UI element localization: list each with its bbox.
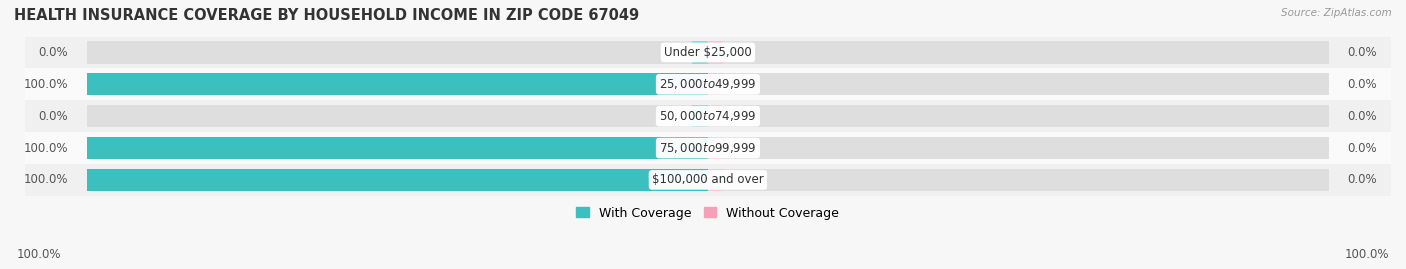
Bar	[707, 73, 1329, 95]
Bar	[707, 169, 724, 191]
Text: 0.0%: 0.0%	[39, 110, 69, 123]
Text: 100.0%: 100.0%	[24, 141, 69, 155]
Bar	[25, 37, 1391, 68]
Bar	[707, 41, 1329, 63]
Text: 100.0%: 100.0%	[24, 174, 69, 186]
Bar	[87, 73, 707, 95]
Text: 100.0%: 100.0%	[24, 78, 69, 91]
Text: 100.0%: 100.0%	[17, 248, 62, 261]
Bar	[707, 105, 724, 127]
Bar	[707, 41, 724, 63]
Bar	[707, 73, 724, 95]
Bar	[25, 68, 1391, 100]
Bar	[25, 164, 1391, 196]
Text: 0.0%: 0.0%	[1347, 141, 1376, 155]
Bar	[25, 132, 1391, 164]
Bar	[707, 105, 1329, 127]
Bar	[87, 137, 707, 159]
Bar	[692, 105, 707, 127]
Text: 0.0%: 0.0%	[39, 46, 69, 59]
Bar	[25, 100, 1391, 132]
Bar	[707, 137, 724, 159]
Text: $100,000 and over: $100,000 and over	[652, 174, 763, 186]
Bar	[87, 137, 707, 159]
Text: $50,000 to $74,999: $50,000 to $74,999	[659, 109, 756, 123]
Legend: With Coverage, Without Coverage: With Coverage, Without Coverage	[571, 202, 845, 225]
Bar	[87, 73, 707, 95]
Text: 100.0%: 100.0%	[1344, 248, 1389, 261]
Bar	[692, 41, 707, 63]
Bar	[87, 41, 707, 63]
Text: HEALTH INSURANCE COVERAGE BY HOUSEHOLD INCOME IN ZIP CODE 67049: HEALTH INSURANCE COVERAGE BY HOUSEHOLD I…	[14, 8, 640, 23]
Text: 0.0%: 0.0%	[1347, 78, 1376, 91]
Bar	[707, 137, 1329, 159]
Text: 0.0%: 0.0%	[1347, 174, 1376, 186]
Text: Under $25,000: Under $25,000	[664, 46, 752, 59]
Text: Source: ZipAtlas.com: Source: ZipAtlas.com	[1281, 8, 1392, 18]
Bar	[87, 105, 707, 127]
Bar	[707, 169, 1329, 191]
Text: $25,000 to $49,999: $25,000 to $49,999	[659, 77, 756, 91]
Bar	[87, 169, 707, 191]
Text: 0.0%: 0.0%	[1347, 46, 1376, 59]
Text: 0.0%: 0.0%	[1347, 110, 1376, 123]
Bar	[87, 169, 707, 191]
Text: $75,000 to $99,999: $75,000 to $99,999	[659, 141, 756, 155]
